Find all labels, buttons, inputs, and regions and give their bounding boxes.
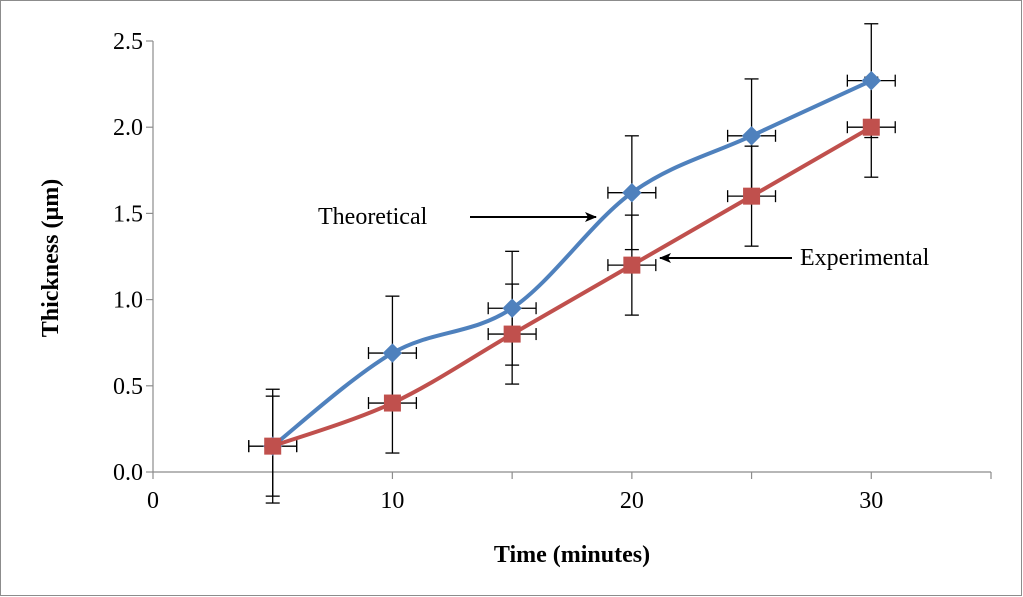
x-tick-label: 10 — [380, 488, 404, 514]
y-axis-title: Thickness (µm) — [38, 179, 64, 338]
series-lines — [270, 78, 874, 449]
data-point-1-5 — [862, 118, 880, 136]
data-point-0-2 — [502, 298, 522, 318]
annotation-theoretical-label: Theoretical — [318, 204, 428, 230]
axes: 0.0 0.5 1.0 1.5 2.0 2.5 0 10 20 30 — [113, 29, 992, 514]
data-point-1-1 — [383, 394, 401, 412]
annotation-theoretical: Theoretical — [318, 204, 597, 230]
x-axis-title: Time (minutes) — [494, 542, 650, 568]
y-tick-label: 1.0 — [113, 288, 143, 314]
data-point-0-3 — [622, 183, 642, 203]
annotation-experimental-label: Experimental — [800, 245, 930, 271]
series-line-0 — [270, 78, 874, 449]
x-tick-label: 0 — [147, 488, 159, 514]
y-axis-ticks: 0.0 0.5 1.0 1.5 2.0 2.5 — [113, 29, 153, 486]
y-tick-label: 2.0 — [113, 115, 143, 141]
data-markers — [263, 70, 881, 456]
data-point-1-3 — [623, 256, 641, 274]
y-tick-label: 0.5 — [113, 374, 143, 400]
y-tick-label: 0.0 — [113, 460, 143, 486]
series-line-1 — [270, 125, 874, 449]
data-point-0-1 — [382, 343, 403, 363]
x-tick-label: 30 — [859, 488, 883, 514]
data-point-0-4 — [741, 126, 762, 146]
y-tick-label: 1.5 — [113, 201, 143, 227]
x-axis-ticks: 0 10 20 30 — [147, 472, 992, 514]
data-point-1-0 — [264, 437, 282, 455]
data-point-1-2 — [503, 325, 521, 343]
data-point-1-4 — [743, 187, 761, 205]
x-tick-label: 20 — [620, 488, 644, 514]
y-tick-label: 2.5 — [113, 29, 143, 55]
data-point-0-5 — [861, 70, 881, 91]
annotation-experimental: Experimental — [659, 245, 930, 271]
